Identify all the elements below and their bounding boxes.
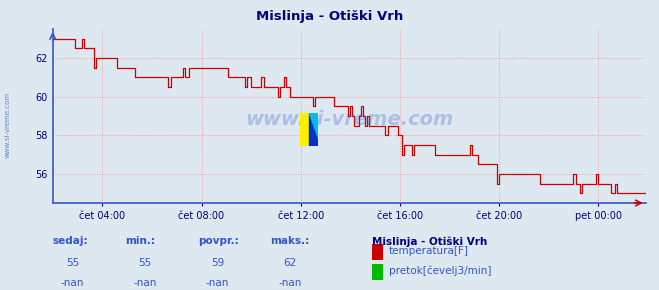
Text: min.:: min.: [125,236,156,246]
Text: sedaj:: sedaj: [53,236,88,246]
Text: maks.:: maks.: [270,236,310,246]
Bar [309,113,318,146]
Text: Mislinja - Otiški Vrh: Mislinja - Otiški Vrh [256,10,403,23]
Text: povpr.:: povpr.: [198,236,239,246]
Text: 55: 55 [66,258,79,268]
Text: -nan: -nan [133,278,157,288]
Polygon shape [309,113,318,138]
Text: 59: 59 [211,258,224,268]
Text: -nan: -nan [278,278,302,288]
Text: 62: 62 [283,258,297,268]
Bar [300,113,309,146]
Text: Mislinja - Otiški Vrh: Mislinja - Otiški Vrh [372,236,488,247]
Text: temperatura[F]: temperatura[F] [389,246,469,256]
Text: -nan: -nan [61,278,84,288]
Text: pretok[čevelj3/min]: pretok[čevelj3/min] [389,266,492,276]
Text: www.si-vreme.com: www.si-vreme.com [245,110,453,129]
Text: 55: 55 [138,258,152,268]
Text: www.si-vreme.com: www.si-vreme.com [5,92,11,158]
Text: -nan: -nan [206,278,229,288]
